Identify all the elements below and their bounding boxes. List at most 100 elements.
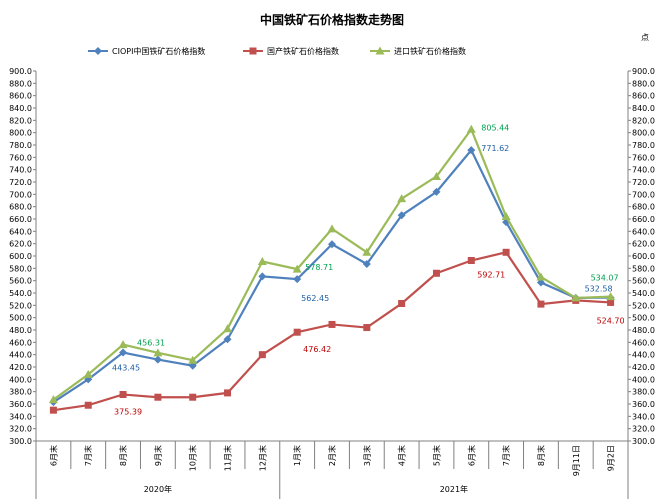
y-tick-label-right: 780.0	[632, 141, 655, 150]
data-label: 534.07	[591, 274, 619, 283]
legend: CIOPI中国铁矿石价格指数 国产铁矿石价格指数 进口铁矿石价格指数	[88, 46, 466, 56]
y-tick-label-right: 900.0	[632, 67, 655, 76]
y-tick-label-left: 720.0	[9, 178, 32, 187]
data-labels: 443.45 562.45 771.62 532.58 375.39 476.42 592.…	[112, 123, 625, 416]
data-point	[49, 406, 57, 414]
data-point	[466, 124, 476, 133]
y-tick-label-right: 300.0	[632, 437, 655, 446]
legend-label: 进口铁矿石价格指数	[394, 46, 466, 56]
x-tick-label: 3月末	[362, 445, 372, 466]
data-point	[431, 171, 441, 180]
data-point	[118, 340, 128, 349]
year-label: 2020年	[144, 484, 172, 494]
y-tick-label-left: 640.0	[9, 227, 32, 236]
y-tick-label-left: 780.0	[9, 141, 32, 150]
data-point	[397, 194, 407, 203]
data-point	[258, 351, 266, 359]
y-tick-label-right: 680.0	[632, 203, 655, 212]
y-tick-label-right: 640.0	[632, 227, 655, 236]
legend-item: 国产铁矿石价格指数	[243, 46, 339, 56]
y-tick-label-left: 460.0	[9, 338, 32, 347]
data-point	[328, 240, 336, 249]
y-tick-label-left: 860.0	[9, 92, 32, 101]
data-label: 476.42	[303, 345, 331, 354]
series-layer	[48, 124, 616, 414]
y-tick-label-right: 340.0	[632, 412, 655, 421]
y-tick-label-right: 660.0	[632, 215, 655, 224]
data-point	[398, 299, 406, 307]
x-tick-label: 6月末	[466, 445, 476, 466]
y-tick-label-right: 580.0	[632, 264, 655, 273]
y-tick-label-right: 620.0	[632, 240, 655, 249]
y-tick-label-right: 520.0	[632, 301, 655, 310]
x-tick-label: 10月末	[188, 445, 198, 471]
chart-title: 中国铁矿石价格指数走势图	[260, 12, 404, 27]
data-point	[224, 389, 232, 397]
y-tick-label-left: 740.0	[9, 166, 32, 175]
y-tick-label-left: 840.0	[9, 104, 32, 113]
x-tick-label: 9月2日	[607, 445, 616, 471]
data-point	[571, 293, 581, 302]
y-tick-label-left: 620.0	[9, 240, 32, 249]
data-point	[249, 47, 257, 55]
y-tick-label-left: 660.0	[9, 215, 32, 224]
data-point	[257, 257, 267, 266]
data-point	[188, 355, 198, 364]
data-point	[432, 269, 440, 277]
x-tick-label: 7月末	[501, 445, 511, 466]
y-tick-label-left: 880.0	[9, 79, 32, 88]
y-tick-label-left: 300.0	[9, 437, 32, 446]
y-tick-label-left: 480.0	[9, 326, 32, 335]
y-tick-label-left: 380.0	[9, 388, 32, 397]
data-point	[119, 348, 128, 357]
x-tick-label: 1月末	[292, 445, 302, 466]
y-tick-label-left: 600.0	[9, 252, 32, 261]
data-label: 456.31	[137, 339, 165, 348]
y-tick-label-left: 680.0	[9, 203, 32, 212]
data-point	[119, 391, 127, 399]
data-point	[94, 47, 102, 55]
data-point	[327, 224, 337, 233]
data-label: 532.58	[585, 285, 613, 294]
y-tick-label-right: 860.0	[632, 92, 655, 101]
legend-item: CIOPI中国铁矿石价格指数	[88, 46, 205, 56]
y-tick-label-right: 460.0	[632, 338, 655, 347]
y-tick-label-left: 440.0	[9, 351, 32, 360]
data-point	[48, 395, 58, 404]
data-label: 578.71	[305, 263, 333, 272]
data-point	[328, 320, 336, 328]
data-point	[606, 292, 616, 301]
axes: 300.0 300.0 320.0 320.0 340.0 340.0 360.0 360.0…	[9, 67, 655, 499]
y-tick-label-left: 760.0	[9, 153, 32, 162]
x-tick-label: 9月末	[153, 445, 163, 466]
y-tick-label-right: 560.0	[632, 277, 655, 286]
y-tick-label-right: 840.0	[632, 104, 655, 113]
data-point	[188, 361, 197, 370]
data-point	[537, 300, 545, 308]
data-point	[223, 324, 233, 333]
y-tick-label-left: 820.0	[9, 116, 32, 125]
series-1	[49, 248, 615, 414]
x-tick-label: 9月11日	[572, 445, 581, 476]
data-point	[607, 298, 615, 306]
y-tick-label-left: 420.0	[9, 363, 32, 372]
legend-label: 国产铁矿石价格指数	[267, 46, 339, 56]
y-tick-label-right: 500.0	[632, 314, 655, 323]
x-tick-label: 7月末	[83, 445, 93, 466]
data-point	[293, 275, 302, 284]
y-tick-label-right: 880.0	[632, 79, 655, 88]
y-tick-label-left: 360.0	[9, 400, 32, 409]
data-label: 562.45	[301, 294, 329, 303]
y-tick-label-right: 740.0	[632, 166, 655, 175]
y-tick-label-right: 800.0	[632, 129, 655, 138]
data-point	[362, 247, 372, 256]
y-tick-label-right: 700.0	[632, 190, 655, 199]
data-point	[362, 260, 371, 269]
y-tick-label-right: 760.0	[632, 153, 655, 162]
series-line	[53, 251, 611, 412]
y-tick-label-right: 720.0	[632, 178, 655, 187]
data-label: 443.45	[112, 364, 140, 373]
y-tick-label-right: 540.0	[632, 289, 655, 298]
